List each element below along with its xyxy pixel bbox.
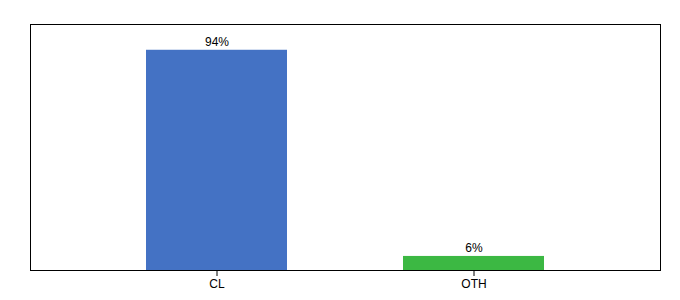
svg-text:6%: 6% <box>465 241 483 255</box>
svg-text:CL: CL <box>209 277 225 291</box>
svg-text:OTH: OTH <box>461 277 486 291</box>
svg-text:94%: 94% <box>205 35 229 49</box>
